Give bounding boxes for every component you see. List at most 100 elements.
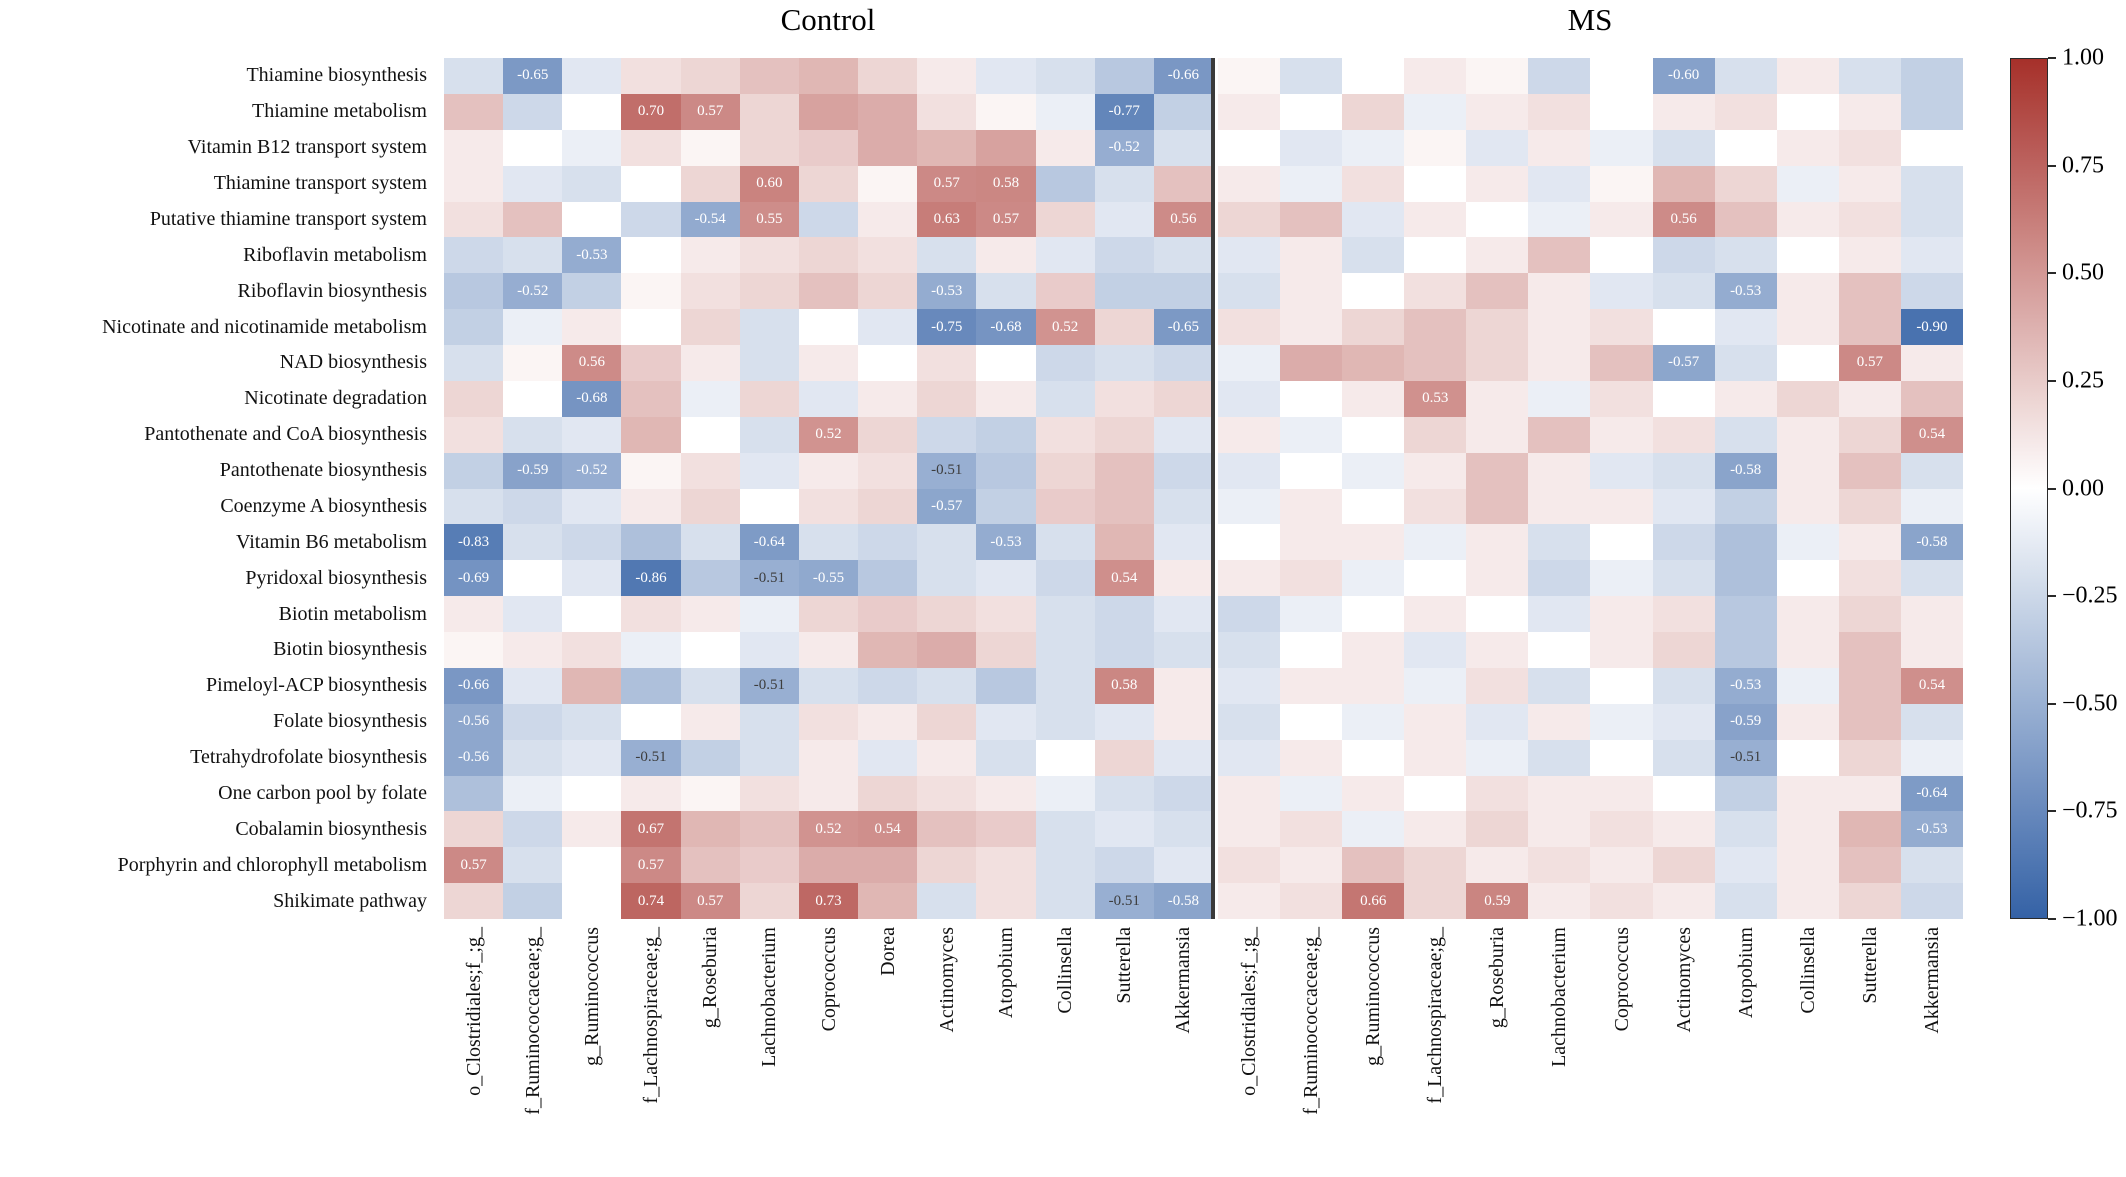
heatmap-cell — [858, 452, 918, 489]
heatmap-cell: -0.68 — [976, 309, 1036, 345]
heatmap-cell — [1590, 165, 1653, 202]
cell-annotation: 0.74 — [637, 892, 665, 909]
heatmap-cell — [1590, 703, 1653, 740]
heatmap-cell — [917, 811, 977, 848]
heatmap-cell — [739, 452, 799, 489]
heatmap-cell: 0.52 — [1035, 309, 1095, 345]
heatmap-cell — [1528, 632, 1591, 668]
heatmap-cell: -0.51 — [1714, 739, 1777, 776]
heatmap-cell — [621, 524, 681, 561]
heatmap-cell — [1714, 596, 1777, 632]
heatmap-cell: -0.52 — [1094, 129, 1154, 166]
heatmap-cell — [1838, 201, 1901, 238]
heatmap-cell — [1094, 165, 1154, 202]
heatmap-cell — [798, 452, 859, 489]
heatmap-cell — [444, 165, 504, 202]
heatmap-cell — [444, 58, 504, 94]
col-label: g_Roseburia — [699, 927, 722, 1029]
heatmap-cell — [1466, 201, 1529, 238]
heatmap-cell — [1838, 380, 1901, 417]
heatmap-cell — [1218, 632, 1281, 668]
heatmap-cell: 0.57 — [680, 883, 740, 919]
heatmap-cell — [1590, 129, 1653, 166]
heatmap-cell — [1528, 775, 1591, 812]
heatmap-cell — [680, 345, 740, 381]
heatmap-cell — [680, 273, 740, 310]
heatmap-cell — [1838, 739, 1901, 776]
heatmap-cell: -0.86 — [621, 560, 681, 597]
cell-annotation: -0.53 — [1730, 282, 1762, 299]
heatmap-cell — [1404, 775, 1467, 812]
heatmap-cell — [621, 452, 681, 489]
cell-annotation: -0.59 — [1730, 713, 1762, 730]
heatmap-cell — [1838, 667, 1901, 704]
heatmap-cell — [1838, 488, 1901, 525]
heatmap-cell — [621, 416, 681, 453]
heatmap-cell — [562, 93, 622, 130]
heatmap-cell — [1404, 488, 1467, 525]
heatmap-cell — [1652, 667, 1715, 704]
heatmap-cell — [1342, 596, 1405, 632]
heatmap-cell — [1714, 165, 1777, 202]
cell-annotation: 0.54 — [1918, 426, 1946, 443]
cell-annotation: 0.70 — [637, 103, 665, 120]
heatmap-cell — [621, 667, 681, 704]
heatmap-cell — [680, 739, 740, 776]
heatmap-cell — [680, 129, 740, 166]
colorbar-tick — [2048, 272, 2056, 275]
heatmap-cell — [1342, 775, 1405, 812]
col-label: Collinsella — [1054, 927, 1077, 1014]
heatmap-cell — [1466, 775, 1529, 812]
heatmap-cell — [1404, 416, 1467, 453]
heatmap-cell: -0.53 — [1900, 811, 1963, 848]
heatmap-cell — [1280, 488, 1343, 525]
heatmap-cell — [1466, 488, 1529, 525]
heatmap-cell — [1528, 201, 1591, 238]
heatmap-cell — [1218, 883, 1281, 919]
heatmap-cell — [1652, 847, 1715, 884]
heatmap-cell — [1590, 488, 1653, 525]
heatmap-cell — [1590, 273, 1653, 310]
heatmap-cell: -0.53 — [562, 237, 622, 274]
col-label: g_Ruminococcus — [1362, 927, 1385, 1066]
heatmap-cell — [1838, 237, 1901, 274]
heatmap-cell — [1528, 560, 1591, 597]
cell-annotation: 0.54 — [1918, 677, 1946, 694]
heatmap-cell: -0.65 — [1153, 309, 1213, 345]
heatmap-cell — [1466, 667, 1529, 704]
heatmap-cell — [858, 345, 918, 381]
heatmap-cell — [1528, 58, 1591, 94]
heatmap-cell: -0.51 — [739, 560, 799, 597]
heatmap-cell — [739, 309, 799, 345]
heatmap-cell: -0.90 — [1900, 309, 1963, 345]
heatmap-cell — [1900, 632, 1963, 668]
heatmap-cell — [1153, 847, 1213, 884]
col-label: f_Ruminococcaceae;g_ — [1300, 927, 1323, 1115]
heatmap-cell — [1714, 129, 1777, 166]
colorbar-tick — [2048, 379, 2056, 382]
heatmap-cell — [798, 237, 859, 274]
heatmap-cell — [444, 632, 504, 668]
heatmap-cell — [1218, 165, 1281, 202]
heatmap-cell — [1590, 201, 1653, 238]
heatmap-cell: 0.74 — [621, 883, 681, 919]
cell-annotation: -0.53 — [990, 533, 1022, 550]
heatmap-cell: -0.75 — [917, 309, 977, 345]
heatmap-cell — [503, 560, 563, 597]
heatmap-cell — [917, 632, 977, 668]
heatmap-cell — [1342, 165, 1405, 202]
heatmap-cell — [1404, 596, 1467, 632]
heatmap-cell — [1652, 237, 1715, 274]
heatmap-cell — [1466, 58, 1529, 94]
cell-annotation: 0.58 — [992, 175, 1020, 192]
heatmap-cell — [1094, 488, 1154, 525]
cell-annotation: -0.51 — [753, 677, 785, 694]
row-label: Putative thiamine transport system — [149, 207, 427, 230]
cell-annotation: 0.66 — [1360, 892, 1387, 909]
heatmap-cell — [680, 811, 740, 848]
heatmap-cell — [1528, 309, 1591, 345]
cell-annotation: -0.60 — [1667, 67, 1700, 84]
heatmap-cell: -0.65 — [503, 58, 563, 94]
heatmap-cell — [1776, 201, 1839, 238]
row-label: Vitamin B12 transport system — [187, 136, 427, 159]
